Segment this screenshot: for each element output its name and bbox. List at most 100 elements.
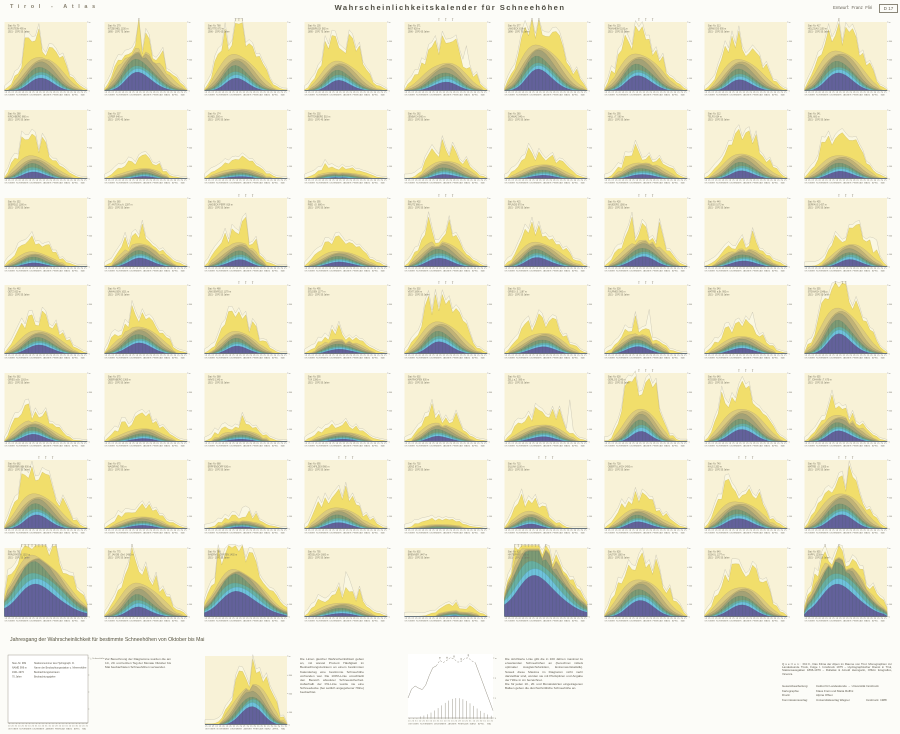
svg-text:0: 0	[589, 528, 591, 530]
svg-text:300: 300	[489, 479, 493, 481]
svg-text:0: 0	[889, 353, 891, 355]
svg-text:0: 0	[789, 266, 791, 268]
svg-text:100: 100	[889, 429, 893, 431]
svg-text:INNERVILLGRATEN 1402 m: INNERVILLGRATEN 1402 m	[208, 553, 238, 556]
svg-text:1921 - 1970 50 Jahre: 1921 - 1970 50 Jahre	[608, 30, 631, 33]
svg-text:100: 100	[489, 254, 493, 256]
svg-text:1921 - 1970 50 Jahre: 1921 - 1970 50 Jahre	[108, 468, 131, 471]
svg-text:Beobachtungszeitraum: Beobachtungszeitraum	[34, 671, 60, 674]
svg-text:OETZ 820 m: OETZ 820 m	[8, 291, 21, 293]
svg-text:10 20 31 10 20 30 10 20 31 10: 10 20 31 10 20 30 10 20 31 10 20 31 10 2…	[705, 355, 787, 357]
svg-text:100: 100	[589, 429, 593, 431]
svg-text:300: 300	[789, 217, 793, 219]
svg-text:300: 300	[689, 129, 693, 131]
svg-text:MATREI a.Br. 992 m: MATREI a.Br. 992 m	[708, 290, 729, 293]
svg-text:0: 0	[489, 178, 491, 180]
svg-text:LÄNGENFELD 1179 m: LÄNGENFELD 1179 m	[208, 290, 232, 293]
svg-text:0: 0	[89, 353, 91, 355]
svg-text:SILLIAN 1100 m: SILLIAN 1100 m	[508, 465, 525, 468]
svg-text:Stat.-Nr. 602: Stat.-Nr. 602	[408, 375, 422, 378]
svg-text:IMST 828 m: IMST 828 m	[408, 28, 421, 30]
svg-text:Stat.-Nr. 695: Stat.-Nr. 695	[308, 462, 322, 465]
svg-text:m: m	[389, 460, 391, 462]
svg-text:100: 100	[189, 78, 193, 80]
svg-text:100: 100	[789, 429, 793, 431]
svg-text:10 20 31 10 20 30 10 20 31 10: 10 20 31 10 20 30 10 20 31 10 20 31 10 2…	[605, 355, 687, 357]
svg-text:200: 200	[489, 410, 493, 412]
svg-text:0: 0	[689, 266, 691, 268]
svg-text:OKTOBER NOVEMBER DEZEMBER J: OKTOBER NOVEMBER DEZEMBER JÄNNER FEBRUAR…	[405, 357, 485, 360]
svg-text:100: 100	[689, 341, 693, 343]
svg-text:MATREI i.O. 1000 m: MATREI i.O. 1000 m	[808, 465, 829, 468]
svg-text:100: 100	[889, 254, 893, 256]
svg-text:Stat.-Nr. 795: Stat.-Nr. 795	[308, 550, 322, 553]
svg-text:OKTOBER NOVEMBER DEZEMBER J: OKTOBER NOVEMBER DEZEMBER JÄNNER FEBRUAR…	[405, 269, 485, 272]
svg-text:OKTOBER NOVEMBER DEZEMBER J: OKTOBER NOVEMBER DEZEMBER JÄNNER FEBRUAR…	[805, 444, 885, 447]
svg-text:ISCHGL 1377 m: ISCHGL 1377 m	[708, 554, 725, 556]
svg-text:OKTOBER NOVEMBER DEZEMBER J: OKTOBER NOVEMBER DEZEMBER JÄNNER FEBRUAR…	[205, 444, 285, 447]
svg-text:100: 100	[389, 429, 393, 431]
svg-text:300: 300	[89, 567, 93, 569]
svg-text:OKTOBER NOVEMBER DEZEMBER J: OKTOBER NOVEMBER DEZEMBER JÄNNER FEBRUAR…	[105, 444, 185, 447]
svg-text:1901-1970: 1901-1970	[12, 671, 25, 674]
svg-text:JENBACH 560 m: JENBACH 560 m	[408, 115, 426, 118]
svg-text:100: 100	[189, 341, 193, 343]
svg-text:OKTOBER NOVEMBER DEZEMBER J: OKTOBER NOVEMBER DEZEMBER JÄNNER FEBRUAR…	[305, 444, 385, 447]
svg-text:100: 100	[589, 254, 593, 256]
svg-text:VENT 1896 m: VENT 1896 m	[408, 291, 422, 293]
svg-text:100: 100	[789, 341, 793, 343]
svg-text:ST. JOHANN i.T. 670 m: ST. JOHANN i.T. 670 m	[808, 378, 832, 381]
svg-text:1921 - 1970 50 Jahre: 1921 - 1970 50 Jahre	[408, 468, 431, 471]
svg-text:1921 - 1970 50 Jahre: 1921 - 1970 50 Jahre	[708, 30, 731, 33]
svg-text:300: 300	[889, 392, 893, 394]
svg-text:100: 100	[789, 516, 793, 518]
svg-text:OKTOBER NOVEMBER DEZEMBER J: OKTOBER NOVEMBER DEZEMBER JÄNNER FEBRUAR…	[305, 269, 385, 272]
svg-text:0: 0	[289, 178, 291, 180]
svg-text:m: m	[489, 22, 491, 24]
svg-text:Stat.-Nr. 828: Stat.-Nr. 828	[608, 550, 622, 553]
svg-text:OKTOBER NOVEMBER DEZEMBER J: OKTOBER NOVEMBER DEZEMBER JÄNNER FEBRUAR…	[405, 182, 485, 185]
svg-text:300: 300	[389, 304, 393, 306]
svg-text:1921 - 1970 50 Jahre: 1921 - 1970 50 Jahre	[608, 206, 631, 209]
svg-text:10 20 31 10 20 30 10 20 31 10: 10 20 31 10 20 30 10 20 31 10 20 31 10 2…	[5, 180, 87, 182]
svg-text:100: 100	[389, 516, 393, 518]
svg-text:HOCHFILZEN 960 m: HOCHFILZEN 960 m	[308, 466, 330, 468]
svg-text:m: m	[589, 372, 591, 374]
svg-text:OKTOBER NOVEMBER DEZEMBER J: OKTOBER NOVEMBER DEZEMBER JÄNNER FEBRUAR…	[5, 182, 85, 185]
svg-text:m: m	[489, 197, 491, 199]
svg-text:1921 - 1970 50 Jahre: 1921 - 1970 50 Jahre	[508, 293, 531, 296]
svg-text:10 20 31 10 20 30 10 20 31 10: 10 20 31 10 20 30 10 20 31 10 20 31 10 2…	[205, 726, 287, 728]
svg-text:200: 200	[889, 498, 893, 500]
svg-text:200: 200	[289, 694, 293, 696]
svg-text:Stat.-Nr. 840: Stat.-Nr. 840	[708, 550, 722, 553]
svg-text:Stat.-Nr. 262: Stat.-Nr. 262	[408, 112, 422, 115]
svg-text:1921 - 1970 50 Jahre: 1921 - 1970 50 Jahre	[608, 118, 631, 121]
svg-text:0: 0	[889, 528, 891, 530]
svg-text:m: m	[89, 372, 91, 374]
svg-text:200: 200	[389, 410, 393, 412]
svg-text:1921 - 1970 50 Jahre: 1921 - 1970 50 Jahre	[608, 556, 631, 559]
svg-text:Stat.-Nr. 455: Stat.-Nr. 455	[808, 200, 822, 203]
svg-text:200: 200	[789, 235, 793, 237]
svg-text:Stat.-Nr. 220: Stat.-Nr. 220	[608, 24, 622, 27]
svg-text:0: 0	[589, 616, 591, 618]
svg-text:100: 100	[789, 254, 793, 256]
svg-text:1921 - 1970 50 Jahre: 1921 - 1970 50 Jahre	[808, 293, 831, 296]
svg-text:SCHWAZ 540 m: SCHWAZ 540 m	[508, 115, 525, 118]
svg-text:Stationsnummer des Hydrograph.: Stationsnummer des Hydrograph. D.	[34, 662, 75, 665]
svg-text:OKTOBER NOVEMBER DEZEMBER J: OKTOBER NOVEMBER DEZEMBER JÄNNER FEBRUAR…	[8, 727, 86, 730]
svg-text:100: 100	[189, 516, 193, 518]
svg-text:0: 0	[689, 441, 691, 443]
svg-text:Stat.-Nr. 740: Stat.-Nr. 740	[708, 462, 722, 465]
svg-text:200: 200	[489, 148, 493, 150]
svg-text:300: 300	[389, 129, 393, 131]
svg-text:0: 0	[789, 178, 791, 180]
svg-text:m: m	[89, 460, 91, 462]
svg-text:m: m	[89, 285, 91, 287]
svg-text:OKTOBER NOVEMBER DEZEMBER J: OKTOBER NOVEMBER DEZEMBER JÄNNER FEBRUAR…	[205, 94, 285, 97]
svg-text:1921 - 1970 50 Jahre: 1921 - 1970 50 Jahre	[508, 468, 531, 471]
svg-text:1931 - 1970 40 Jahre: 1931 - 1970 40 Jahre	[308, 118, 331, 121]
svg-text:Stat.-Nr. 462: Stat.-Nr. 462	[8, 287, 22, 290]
svg-text:200: 200	[289, 498, 293, 500]
svg-text:300: 300	[889, 479, 893, 481]
